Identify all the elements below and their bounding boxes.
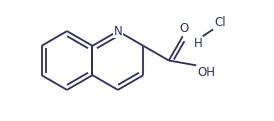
Text: Cl: Cl xyxy=(214,16,226,29)
Text: OH: OH xyxy=(197,66,215,79)
Text: N: N xyxy=(113,25,122,38)
Text: O: O xyxy=(179,22,188,35)
Text: H: H xyxy=(194,37,203,50)
